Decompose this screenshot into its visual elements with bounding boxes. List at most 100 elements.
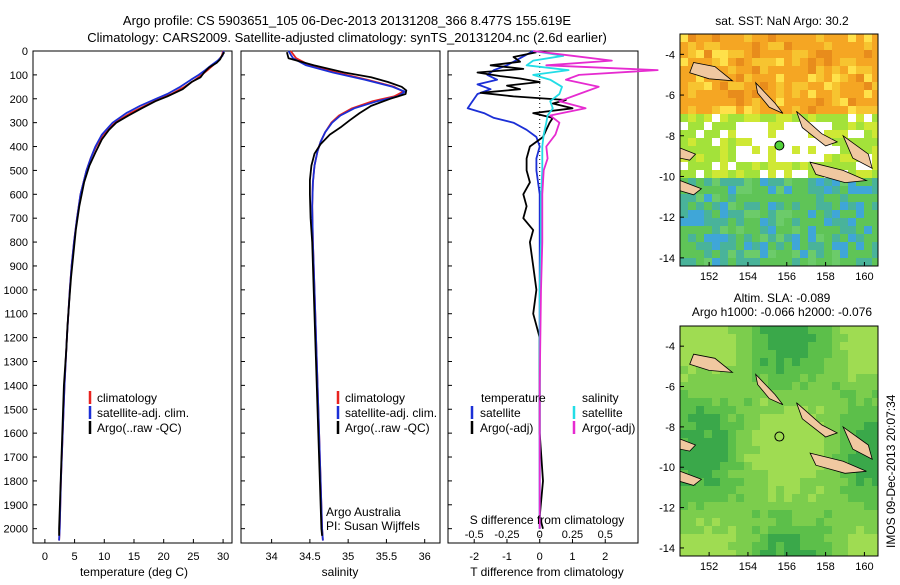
x-tick-label: 35 bbox=[342, 551, 354, 563]
sla-map-cell bbox=[832, 438, 840, 446]
sst-map-cell bbox=[752, 122, 760, 130]
sst-map-cell bbox=[696, 242, 704, 250]
sla-map-cell bbox=[760, 486, 768, 494]
sla-map-cell bbox=[872, 398, 878, 406]
sla-map-cell bbox=[744, 462, 752, 470]
sst-map-cell bbox=[840, 34, 848, 42]
sst-map-cell bbox=[784, 82, 792, 90]
sst-map-cell bbox=[832, 194, 840, 202]
sla-map-cell bbox=[768, 454, 776, 462]
sla-map-cell bbox=[696, 422, 704, 430]
sst-map-cell bbox=[696, 58, 704, 66]
sla-map-cell bbox=[688, 382, 696, 390]
sla-map-cell bbox=[776, 486, 784, 494]
sst-map-cell bbox=[776, 170, 784, 178]
depth-tick-label: 800 bbox=[10, 237, 28, 249]
sla-map-cell bbox=[776, 430, 784, 438]
island-shape bbox=[689, 353, 734, 373]
sla-map-cell bbox=[720, 462, 728, 470]
sst-map-cell bbox=[784, 58, 792, 66]
sst-map-cell bbox=[760, 210, 768, 218]
sla-map-cell bbox=[832, 334, 840, 342]
sst-map-cell bbox=[872, 186, 878, 194]
sla-map-cell bbox=[840, 526, 848, 534]
sst-map-cell bbox=[864, 98, 872, 106]
sst-map-cell bbox=[864, 34, 872, 42]
sst-map-cell bbox=[768, 50, 776, 58]
sla-map-cell bbox=[856, 414, 864, 422]
sla-map-cell bbox=[784, 486, 792, 494]
sst-map-title: sat. SST: NaN Argo: 30.2 bbox=[715, 14, 849, 28]
sst-map-cell bbox=[720, 226, 728, 234]
sla-map-cell bbox=[776, 326, 784, 334]
sla-map-cell bbox=[752, 390, 760, 398]
sst-map-cell bbox=[680, 138, 688, 146]
sst-map-cell bbox=[744, 170, 752, 178]
sst-map-cell bbox=[760, 66, 768, 74]
sst-map-cell bbox=[744, 202, 752, 210]
sst-map-cell bbox=[824, 50, 832, 58]
sst-map-cell bbox=[864, 130, 872, 138]
sst-map-cell bbox=[856, 66, 864, 74]
sst-map-cell bbox=[784, 146, 792, 154]
sla-map-cell bbox=[768, 494, 776, 502]
x-tick-label: 15 bbox=[128, 551, 140, 563]
sst-map-cell bbox=[728, 114, 736, 122]
sla-map-cell bbox=[736, 366, 744, 374]
sla-map-cell bbox=[824, 542, 832, 550]
sla-map-cell bbox=[768, 422, 776, 430]
sla-map-cell bbox=[840, 534, 848, 542]
sla-map-cell bbox=[696, 430, 704, 438]
sla-map-cell bbox=[728, 334, 736, 342]
depth-tick-label: 1500 bbox=[4, 404, 28, 416]
sst-map-cell bbox=[816, 202, 824, 210]
sst-map-cell bbox=[704, 218, 712, 226]
sst-map-cell bbox=[808, 66, 816, 74]
sst-map-cell bbox=[864, 250, 872, 258]
sla-map-title-line2: Argo h1000: -0.066 h2000: -0.076 bbox=[692, 305, 872, 319]
sst-map-cell bbox=[680, 66, 688, 74]
sst-map-cell bbox=[752, 106, 760, 114]
sst-map-cell bbox=[856, 162, 864, 170]
sla-map-cell bbox=[768, 462, 776, 470]
sst-map-cell bbox=[808, 74, 816, 82]
sla-map-cell bbox=[720, 422, 728, 430]
sla-map-cell bbox=[864, 542, 872, 550]
sst-map-cell bbox=[784, 162, 792, 170]
sla-map-cell bbox=[712, 478, 720, 486]
sst-map-cell bbox=[776, 162, 784, 170]
sst-map-cell bbox=[752, 226, 760, 234]
sla-map-cell bbox=[720, 326, 728, 334]
sla-map-cell bbox=[840, 550, 848, 556]
sst-map-cell bbox=[768, 258, 776, 266]
sla-map-cell bbox=[720, 398, 728, 406]
sla-map-cell bbox=[768, 446, 776, 454]
sst-map-cell bbox=[728, 98, 736, 106]
sst-map-cell bbox=[736, 178, 744, 186]
sla-map-cell bbox=[760, 374, 768, 382]
sst-map-cell bbox=[680, 250, 688, 258]
sla-map-cell bbox=[768, 470, 776, 478]
sla-map-cell bbox=[832, 350, 840, 358]
sla-map-cell bbox=[720, 534, 728, 542]
sst-map-cell bbox=[736, 122, 744, 130]
sst-map-cell bbox=[744, 234, 752, 242]
sst-map-cell bbox=[824, 242, 832, 250]
sla-map-cell bbox=[816, 526, 824, 534]
sla-map-cell bbox=[736, 502, 744, 510]
sla-map-cell bbox=[704, 350, 712, 358]
sst-map-cell bbox=[872, 162, 878, 170]
depth-tick-label: 1300 bbox=[4, 356, 28, 368]
sla-map-cell bbox=[720, 430, 728, 438]
sst-map-cell bbox=[752, 258, 760, 266]
sst-map-cell bbox=[776, 226, 784, 234]
sla-map-cell bbox=[864, 534, 872, 542]
sla-map-cell bbox=[728, 454, 736, 462]
sst-map-cell bbox=[808, 34, 816, 42]
sla-map-cell bbox=[760, 390, 768, 398]
imos-side-caption: IMOS 09-Dec-2013 20:07:34 bbox=[884, 394, 898, 548]
sla-map-cell bbox=[704, 542, 712, 550]
sst-map-cell bbox=[752, 34, 760, 42]
sst-map-cell bbox=[688, 82, 696, 90]
sst-map-cell bbox=[832, 74, 840, 82]
